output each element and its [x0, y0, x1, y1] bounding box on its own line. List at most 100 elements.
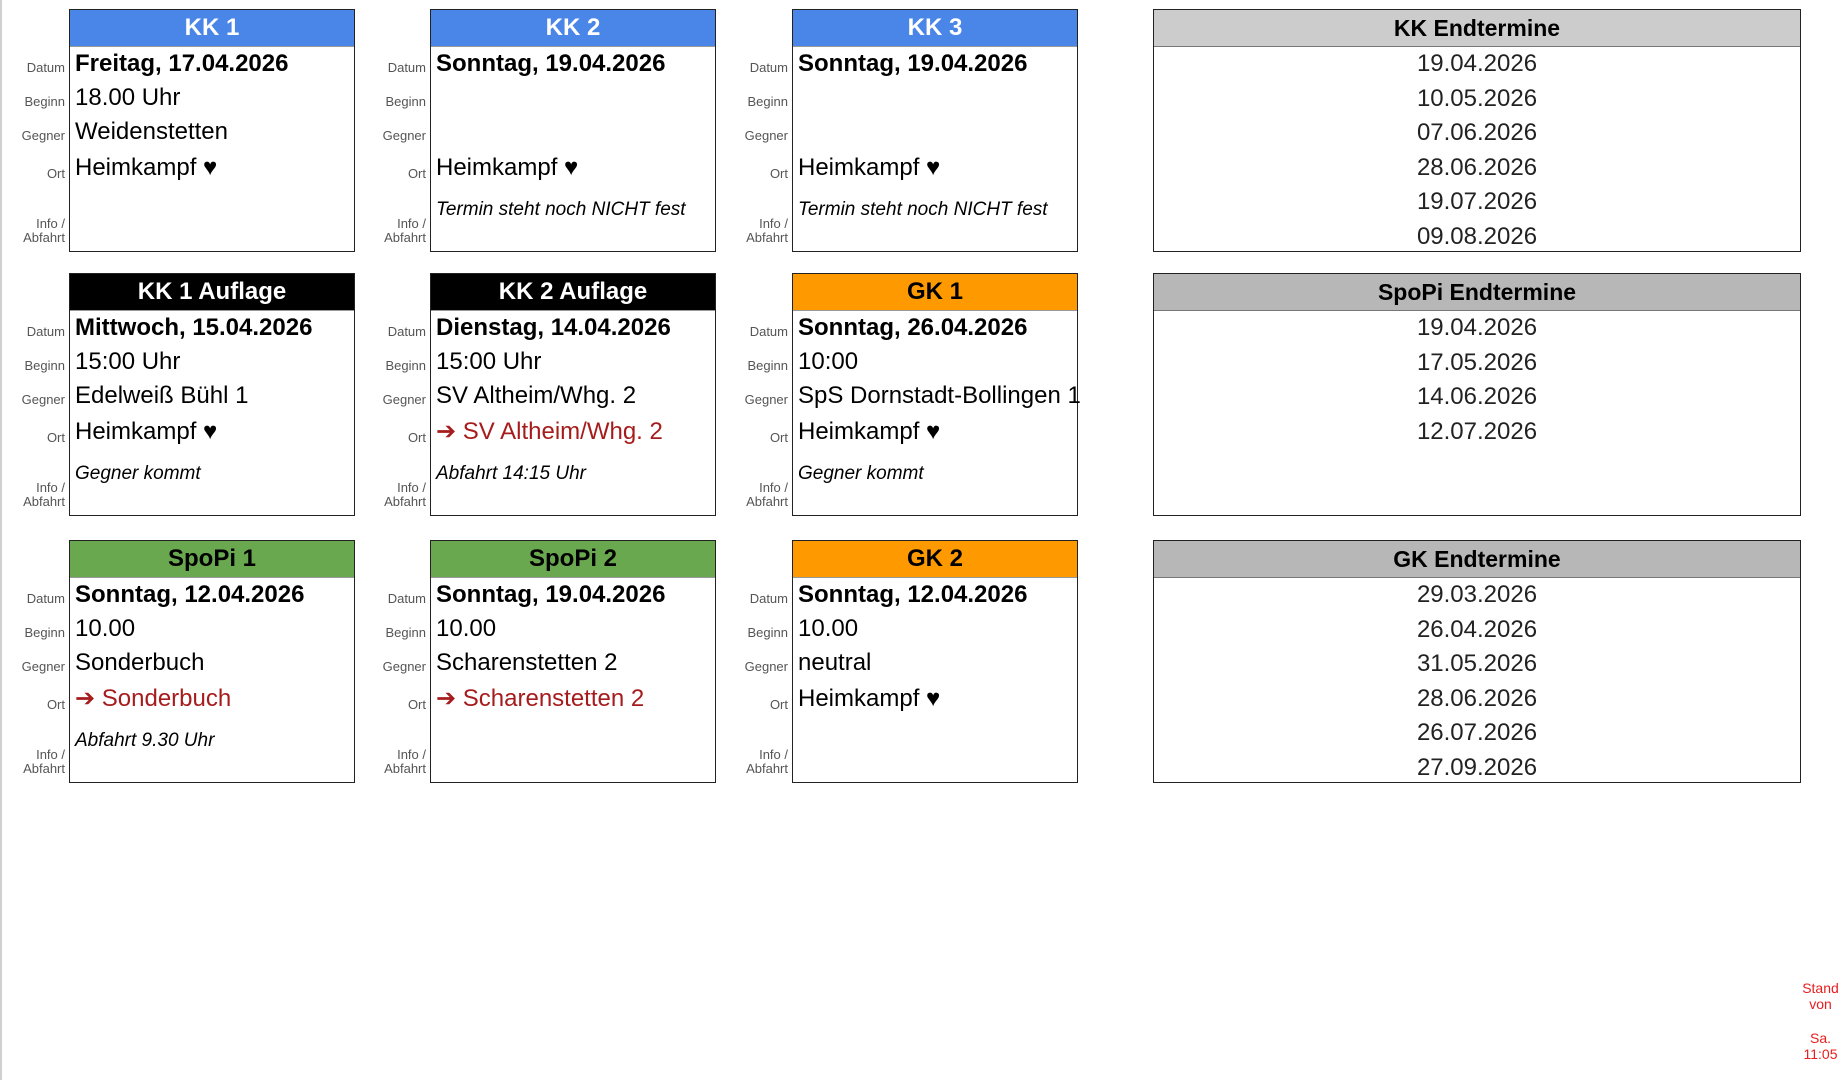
match-location: Heimkampf ♥	[75, 154, 218, 181]
match-location: ➔ Sonderbuch	[75, 685, 232, 712]
endtermin-date: 26.07.2026	[1416, 719, 1538, 746]
match-opponent: neutral	[798, 649, 872, 676]
card-title: KK 2 Auflage	[431, 274, 715, 311]
match-card: GK 2 Sonntag, 12.04.2026 10.00 neutral Heimk…	[792, 540, 1078, 783]
match-date: Sonntag, 12.04.2026	[798, 581, 1028, 608]
field-label-begin: Beginn	[24, 625, 65, 640]
match-opponent: SV Altheim/Whg. 2	[436, 382, 637, 409]
field-label-location: Ort	[769, 697, 788, 712]
field-label-info: Info / Abfahrt	[366, 217, 426, 245]
field-label-opponent: Gegner	[21, 128, 65, 143]
match-begin: 10.00	[798, 615, 859, 642]
match-date: Sonntag, 19.04.2026	[798, 50, 1028, 77]
endtermine-title: KK Endtermine	[1154, 10, 1800, 47]
info-label: Info /	[36, 747, 65, 762]
endtermin-date: 14.06.2026	[1416, 383, 1538, 410]
match-date: Dienstag, 14.04.2026	[436, 314, 671, 341]
endtermin-date: 29.03.2026	[1416, 581, 1538, 608]
field-label-date: Datum	[749, 60, 788, 75]
field-label-opponent: Gegner	[744, 128, 788, 143]
field-label-begin: Beginn	[24, 94, 65, 109]
match-card: KK 3 Sonntag, 19.04.2026 Heimkampf ♥ Termin…	[792, 9, 1078, 252]
endtermin-date: 12.07.2026	[1416, 417, 1538, 445]
endtermin-date: 27.09.2026	[1416, 753, 1538, 781]
match-begin: 15:00 Uhr	[436, 348, 542, 375]
match-begin: 18.00 Uhr	[75, 84, 181, 111]
field-label-opponent: Gegner	[744, 392, 788, 407]
field-label-info: Info / Abfahrt	[366, 481, 426, 509]
field-label-opponent: Gegner	[21, 392, 65, 407]
field-label-begin: Beginn	[385, 94, 426, 109]
endtermin-date: 19.04.2026	[1416, 314, 1538, 341]
field-label-info: Info / Abfahrt	[728, 748, 788, 776]
card-title: KK 2	[431, 10, 715, 47]
match-info: Termin steht noch NICHT fest	[798, 199, 1048, 220]
match-info: Abfahrt 9.30 Uhr	[75, 730, 215, 751]
abfahrt-label: Abfahrt	[746, 761, 788, 776]
match-card: GK 1 Sonntag, 26.04.2026 10:00 SpS Dornstad…	[792, 273, 1081, 516]
match-begin	[793, 81, 1077, 115]
field-label-info: Info / Abfahrt	[366, 748, 426, 776]
card-title: KK 3	[793, 10, 1077, 47]
field-label-date: Datum	[387, 324, 426, 339]
endtermin-date: 17.05.2026	[1416, 348, 1538, 376]
endtermine-table: SpoPi Endtermine 19.04.2026 17.05.2026 14.0…	[1153, 273, 1801, 516]
match-info: Gegner kommt	[798, 463, 924, 484]
card-title: KK 1	[70, 10, 354, 47]
stand-timestamp: Stand von Sa. 11:05	[1798, 980, 1843, 1062]
card-title: KK 1 Auflage	[70, 274, 354, 311]
field-label-begin: Beginn	[747, 358, 788, 373]
stand-day: Sa.	[1809, 1030, 1831, 1046]
abfahrt-label: Abfahrt	[23, 761, 65, 776]
endtermin-date: 28.06.2026	[1416, 684, 1538, 712]
info-label: Info /	[36, 216, 65, 231]
endtermin-date: 19.04.2026	[1416, 50, 1538, 77]
match-begin: 15:00 Uhr	[75, 348, 181, 375]
field-label-date: Datum	[26, 60, 65, 75]
abfahrt-label: Abfahrt	[384, 761, 426, 776]
field-label-location: Ort	[407, 430, 426, 445]
match-info	[70, 187, 354, 285]
endtermine-table: GK Endtermine 29.03.2026 26.04.2026 31.05.2…	[1153, 540, 1801, 783]
match-location: Heimkampf ♥	[798, 154, 941, 181]
field-label-info: Info / Abfahrt	[5, 217, 65, 245]
match-begin: 10:00	[798, 348, 859, 375]
card-title: SpoPi 2	[431, 541, 715, 578]
field-label-date: Datum	[749, 324, 788, 339]
info-label: Info /	[759, 480, 788, 495]
endtermine-title: SpoPi Endtermine	[1154, 274, 1800, 311]
abfahrt-label: Abfahrt	[384, 494, 426, 509]
field-label-opponent: Gegner	[382, 659, 426, 674]
field-label-date: Datum	[749, 591, 788, 606]
match-info: Abfahrt 14:15 Uhr	[436, 463, 586, 484]
abfahrt-label: Abfahrt	[23, 230, 65, 245]
left-border	[0, 0, 2, 1080]
info-label: Info /	[397, 480, 426, 495]
match-card: KK 1 Freitag, 17.04.2026 18.00 Uhr Weidenst…	[69, 9, 355, 252]
match-begin	[431, 81, 715, 115]
endtermin-date: 26.04.2026	[1416, 615, 1538, 643]
info-label: Info /	[397, 216, 426, 231]
field-label-opponent: Gegner	[744, 659, 788, 674]
field-label-begin: Beginn	[24, 358, 65, 373]
field-label-begin: Beginn	[385, 358, 426, 373]
endtermin-date: 09.08.2026	[1416, 222, 1538, 250]
field-label-opponent: Gegner	[21, 659, 65, 674]
match-opponent: Scharenstetten 2	[436, 649, 618, 676]
endtermin-date: 28.06.2026	[1416, 153, 1538, 181]
field-label-info: Info / Abfahrt	[728, 217, 788, 245]
info-label: Info /	[759, 747, 788, 762]
field-label-info: Info / Abfahrt	[5, 748, 65, 776]
match-date: Mittwoch, 15.04.2026	[75, 314, 313, 341]
match-date: Sonntag, 19.04.2026	[436, 581, 666, 608]
match-location: Heimkampf ♥	[75, 418, 218, 445]
match-card: KK 2 Auflage Dienstag, 14.04.2026 15:00 Uh…	[430, 273, 716, 516]
stand-von: von	[1809, 996, 1832, 1012]
abfahrt-label: Abfahrt	[746, 494, 788, 509]
match-date: Sonntag, 19.04.2026	[436, 50, 666, 77]
match-location: Heimkampf ♥	[798, 418, 941, 445]
match-date: Sonntag, 26.04.2026	[798, 314, 1028, 341]
match-begin: 10.00	[75, 615, 136, 642]
info-label: Info /	[36, 480, 65, 495]
match-opponent: Weidenstetten	[75, 118, 228, 145]
